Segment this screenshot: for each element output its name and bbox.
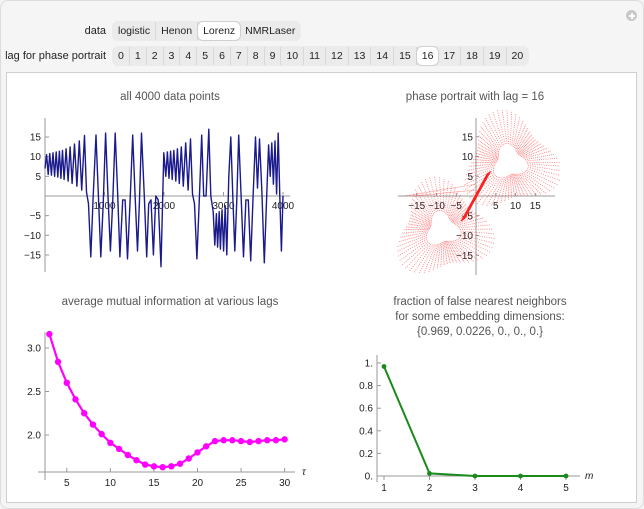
- lag-option-1[interactable]: 1: [130, 47, 147, 65]
- svg-text:−15: −15: [408, 201, 425, 212]
- lag-option-5[interactable]: 5: [197, 47, 215, 65]
- svg-text:m: m: [585, 471, 593, 482]
- lag-option-18[interactable]: 18: [461, 47, 484, 65]
- svg-text:15: 15: [148, 478, 160, 489]
- data-option-nmrlaser[interactable]: NMRLaser: [245, 25, 296, 37]
- svg-text:2.5: 2.5: [27, 387, 41, 398]
- svg-text:2000: 2000: [153, 201, 176, 212]
- svg-text:25: 25: [236, 478, 248, 489]
- lag-option-14[interactable]: 14: [371, 47, 395, 65]
- svg-text:−10: −10: [24, 231, 41, 242]
- svg-text:0.8: 0.8: [359, 381, 373, 392]
- svg-text:5: 5: [35, 172, 41, 183]
- ami-title: average mutual information at various la…: [61, 296, 279, 308]
- svg-text:4: 4: [518, 483, 524, 494]
- svg-text:−10: −10: [456, 231, 473, 242]
- false-nearest-neighbors-chart: 0. 0.2 0.4 0.6 0.8 1. 1 2 3 4 5 m: [359, 355, 593, 494]
- svg-text:15: 15: [530, 201, 542, 212]
- phase-title: phase portrait with lag = 16: [405, 91, 545, 103]
- lag-label: lag for phase portrait: [5, 50, 106, 62]
- svg-text:τ: τ: [302, 467, 307, 478]
- svg-text:15: 15: [462, 132, 474, 143]
- svg-text:3.0: 3.0: [27, 344, 41, 355]
- svg-text:5: 5: [64, 478, 70, 489]
- lag-option-0[interactable]: 0: [113, 47, 130, 65]
- plus-icon[interactable]: [626, 10, 637, 21]
- svg-text:1.: 1.: [365, 359, 373, 370]
- lag-option-2[interactable]: 2: [147, 47, 164, 65]
- data-option-henon[interactable]: Henon: [156, 22, 199, 40]
- svg-text:5: 5: [467, 172, 473, 183]
- svg-text:0.4: 0.4: [359, 426, 373, 437]
- timeseries-title: all 4000 data points: [120, 91, 220, 103]
- output-panel: [6, 72, 637, 503]
- data-option-lorenz[interactable]: Lorenz: [198, 22, 241, 40]
- svg-text:1000: 1000: [93, 201, 116, 212]
- svg-text:3: 3: [472, 483, 478, 494]
- mutual-information-chart: 2.0 2.5 3.0 5 10 15 20 25 30 τ: [27, 330, 307, 489]
- svg-text:−5: −5: [30, 211, 42, 222]
- svg-text:15: 15: [30, 133, 42, 144]
- svg-text:10: 10: [105, 478, 117, 489]
- fnn-title-line3: {0.969, 0.0226, 0., 0., 0.}: [417, 326, 543, 338]
- svg-text:2: 2: [427, 483, 433, 494]
- data-control-row: data logistic Henon Lorenz NMRLaser: [0, 21, 302, 41]
- lag-option-12[interactable]: 12: [326, 47, 349, 65]
- lag-option-20[interactable]: 20: [511, 50, 524, 62]
- svg-text:20: 20: [192, 478, 204, 489]
- svg-text:3000: 3000: [212, 201, 235, 212]
- svg-text:5: 5: [493, 201, 499, 212]
- svg-text:10: 10: [510, 201, 522, 212]
- lag-option-11[interactable]: 11: [304, 47, 327, 65]
- svg-text:−15: −15: [456, 251, 473, 262]
- lag-option-3[interactable]: 3: [164, 47, 181, 65]
- lag-option-9[interactable]: 9: [265, 47, 282, 65]
- svg-text:−5: −5: [451, 201, 463, 212]
- lag-option-6[interactable]: 6: [214, 47, 231, 65]
- svg-text:30: 30: [279, 478, 291, 489]
- svg-text:10: 10: [30, 152, 42, 163]
- data-label: data: [84, 25, 106, 37]
- lag-selector: 0 1 2 3 4 5 6 7 8 9 10 11 12 13 14 15 16 17 18 19 20: [112, 46, 530, 66]
- svg-text:5: 5: [563, 483, 569, 494]
- svg-text:−5: −5: [462, 211, 474, 222]
- svg-text:0.6: 0.6: [359, 404, 373, 415]
- svg-text:2.0: 2.0: [27, 431, 41, 442]
- lag-option-4[interactable]: 4: [180, 47, 198, 65]
- lag-option-13[interactable]: 13: [349, 47, 372, 65]
- lag-option-19[interactable]: 19: [484, 47, 507, 65]
- svg-text:10: 10: [462, 152, 474, 163]
- lag-option-10[interactable]: 10: [281, 47, 305, 65]
- lag-option-7[interactable]: 7: [231, 47, 248, 65]
- lag-control-row: lag for phase portrait 0 1 2 3 4 5 6 7 8 9 10 11 12 1…: [0, 46, 530, 66]
- lag-option-17[interactable]: 17: [438, 47, 462, 65]
- data-selector: logistic Henon Lorenz NMRLaser: [112, 21, 302, 41]
- svg-text:−15: −15: [24, 250, 41, 261]
- fnn-title-line1: fraction of false nearest neighbors: [393, 296, 567, 308]
- lag-option-8[interactable]: 8: [248, 47, 265, 65]
- lag-option-15[interactable]: 15: [394, 47, 417, 65]
- lag-option-16[interactable]: 16: [416, 47, 439, 65]
- svg-text:1: 1: [381, 483, 387, 494]
- fnn-title: fraction of false nearest neighbors for …: [355, 295, 605, 340]
- svg-text:0.: 0.: [365, 472, 373, 483]
- svg-text:0.2: 0.2: [359, 449, 373, 460]
- data-option-logistic[interactable]: logistic: [113, 22, 157, 40]
- fnn-title-line2: for some embedding dimensions:: [395, 311, 565, 323]
